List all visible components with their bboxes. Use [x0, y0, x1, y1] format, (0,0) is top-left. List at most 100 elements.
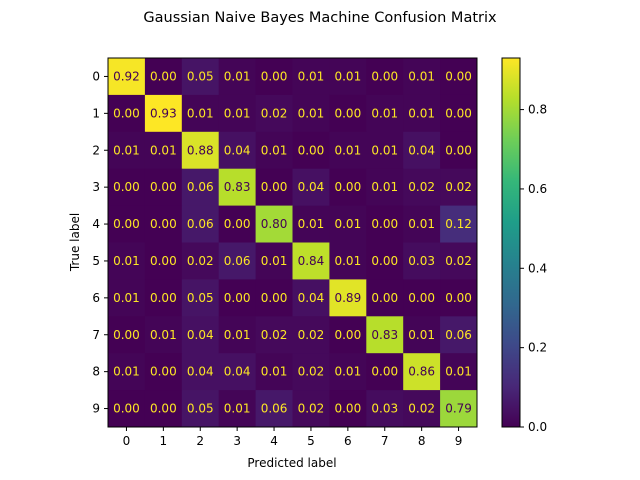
heatmap-cell [144, 94, 183, 133]
y-tick-label: 8 [92, 365, 100, 379]
heatmap-cell [440, 279, 478, 317]
heatmap-cell [108, 353, 146, 391]
cell-value-label: 0.03 [371, 402, 398, 416]
cell-value-label: 0.02 [261, 106, 288, 120]
cell-value-label: 0.00 [334, 180, 361, 194]
cell-value-label: 0.00 [334, 402, 361, 416]
colorbar-tick-label: 0.8 [528, 103, 547, 117]
cell-value-label: 0.00 [371, 365, 398, 379]
cell-value-label: 0.01 [371, 180, 398, 194]
heatmap-cell [144, 279, 183, 317]
x-tick-label: 9 [455, 434, 463, 448]
cell-value-label: 0.00 [113, 217, 140, 231]
cell-value-label: 0.01 [261, 254, 288, 268]
x-axis-label: Predicted label [247, 456, 336, 470]
heatmap-cell [329, 316, 367, 354]
x-tick-label: 6 [344, 434, 352, 448]
y-tick-label: 3 [92, 180, 100, 194]
colorbar [501, 57, 521, 428]
heatmap-cell [144, 353, 183, 391]
heatmap-cell [292, 168, 330, 207]
cell-value-label: 0.00 [224, 217, 251, 231]
heatmap-cell [403, 279, 441, 317]
cell-value-label: 0.00 [298, 143, 325, 157]
heatmap-cell [144, 205, 183, 243]
heatmap-cell [366, 279, 404, 317]
cell-value-label: 0.80 [261, 217, 288, 231]
colorbar-tick-label: 0.4 [528, 261, 547, 275]
x-tick-label: 2 [196, 434, 204, 448]
heatmap-cell [292, 390, 330, 428]
y-tick-label: 1 [92, 106, 100, 120]
heatmap-cell [440, 205, 478, 243]
cell-value-label: 0.01 [298, 106, 325, 120]
heatmap-cell [218, 168, 257, 207]
heatmap-cell [440, 131, 478, 170]
heatmap-cell [440, 58, 478, 96]
heatmap-cell [144, 390, 183, 428]
cell-value-label: 0.02 [408, 402, 435, 416]
heatmap-cell [218, 316, 257, 354]
cell-value-label: 0.01 [334, 365, 361, 379]
heatmap-cell [144, 242, 183, 280]
heatmap-cell [144, 58, 183, 96]
heatmap-cell [329, 58, 367, 96]
colorbar-tick-label: 0.0 [528, 420, 547, 434]
heatmap-cell [366, 58, 404, 96]
heatmap-cell [329, 131, 367, 170]
heatmap-cell [403, 390, 441, 428]
cell-value-label: 0.04 [408, 143, 435, 157]
cell-value-label: 0.05 [187, 402, 214, 416]
cell-value-label: 0.00 [445, 69, 472, 83]
heatmap-cell [255, 390, 293, 428]
heatmap-cell [181, 168, 220, 207]
heatmap-cell [218, 205, 257, 243]
heatmap-cell [181, 58, 220, 96]
cell-value-label: 0.83 [224, 180, 251, 194]
heatmap-cell [329, 94, 367, 133]
heatmap-cell [329, 205, 367, 243]
y-axis-ticks: 0 1 2 3 4 5 6 7 8 9 [92, 69, 108, 416]
cell-value-label: 0.12 [445, 217, 472, 231]
cell-value-label: 0.92 [113, 69, 140, 83]
heatmap-cell [292, 242, 330, 280]
cell-value-label: 0.01 [334, 143, 361, 157]
heatmap-cells [108, 58, 478, 428]
cell-value-label: 0.04 [298, 180, 325, 194]
heatmap-cell [218, 353, 257, 391]
cell-value-label: 0.00 [445, 106, 472, 120]
chart-title: Gaussian Naive Bayes Machine Confusion M… [143, 10, 497, 26]
heatmap-cell [403, 58, 441, 96]
x-tick-label: 8 [418, 434, 426, 448]
heatmap-cell [181, 390, 220, 428]
cell-value-label: 0.06 [445, 328, 472, 342]
heatmap-cell [403, 168, 441, 207]
cell-value-label: 0.00 [334, 328, 361, 342]
cell-value-label: 0.84 [298, 254, 325, 268]
cell-value-label: 0.01 [334, 254, 361, 268]
cell-value-label: 0.00 [261, 291, 288, 305]
cell-value-label: 0.00 [113, 328, 140, 342]
cell-value-label: 0.83 [371, 328, 398, 342]
cell-value-label: 0.02 [187, 254, 214, 268]
heatmap-cell [366, 390, 404, 428]
heatmap-cell [181, 279, 220, 317]
cell-value-label: 0.00 [371, 254, 398, 268]
heatmap-cell [403, 242, 441, 280]
x-axis-ticks: 0 1 2 3 4 5 6 7 8 9 [123, 427, 463, 448]
cell-value-label: 0.01 [371, 143, 398, 157]
heatmap-cell [403, 353, 441, 391]
cell-value-label: 0.01 [224, 402, 251, 416]
x-tick-label: 3 [233, 434, 241, 448]
heatmap-cell [218, 242, 257, 280]
cell-value-label: 0.01 [224, 328, 251, 342]
heatmap-cell [144, 168, 183, 207]
cell-value-label: 0.06 [187, 217, 214, 231]
y-tick-label: 9 [92, 402, 100, 416]
heatmap-cell [329, 390, 367, 428]
cell-value-label: 0.02 [445, 180, 472, 194]
heatmap-cell [181, 131, 220, 170]
heatmap-cell [255, 279, 293, 317]
heatmap-cell [108, 205, 146, 243]
cell-value-label: 0.04 [298, 291, 325, 305]
